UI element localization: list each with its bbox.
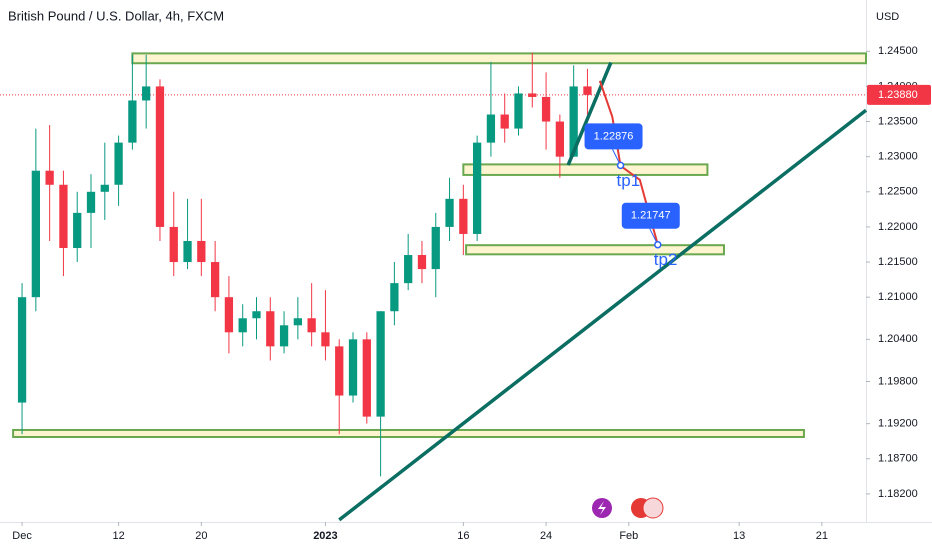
candle-body xyxy=(197,240,206,263)
x-tick-label: 21 xyxy=(816,530,828,542)
x-tick-label: 13 xyxy=(733,530,745,542)
candle-body xyxy=(569,86,578,157)
candle-body xyxy=(445,198,454,227)
candle-body xyxy=(348,339,358,396)
candle-body xyxy=(224,297,234,333)
candle-body xyxy=(266,311,275,347)
plot-area: 1.22876 tp1 1.21747 tp2 xyxy=(0,52,868,522)
chart-title: British Pound / U.S. Dollar, 4h, FXCM xyxy=(8,8,224,23)
candle-body xyxy=(417,255,427,270)
callout-label: 1.22876 xyxy=(594,130,634,142)
candle-body xyxy=(376,311,385,417)
target-point xyxy=(654,240,662,249)
y-tick-label: 1.19200 xyxy=(878,418,918,430)
candle-body xyxy=(321,332,330,347)
x-tick-label: 20 xyxy=(195,530,207,542)
candle-body xyxy=(431,226,440,270)
trend-line xyxy=(566,61,613,166)
candle-body xyxy=(279,325,289,347)
candle-body xyxy=(459,198,468,234)
callout-box xyxy=(584,123,643,150)
candle-body xyxy=(252,311,261,319)
candle-body xyxy=(528,93,537,97)
y-tick-label: 1.21500 xyxy=(878,256,918,268)
candle-body xyxy=(17,297,27,403)
callout-label: 1.21747 xyxy=(631,210,671,222)
candle-body xyxy=(335,346,344,396)
zone xyxy=(465,244,725,256)
y-tick-label: 1.18700 xyxy=(878,453,918,465)
candle-body xyxy=(390,283,399,312)
candle-body xyxy=(169,226,178,263)
zone xyxy=(131,52,868,65)
callout-box xyxy=(621,202,680,229)
candle-body xyxy=(238,318,247,333)
candle-body xyxy=(100,184,109,192)
candle-body xyxy=(472,142,482,234)
candle-body xyxy=(73,212,82,249)
x-tick-label: 12 xyxy=(112,530,124,542)
candle-body xyxy=(142,86,151,101)
x-tick-label: 24 xyxy=(540,530,552,542)
zone xyxy=(12,428,805,438)
last-price-label: 1.23880 xyxy=(878,89,918,101)
x-tick-label: 16 xyxy=(457,530,469,542)
y-tick-label: 1.23500 xyxy=(878,115,918,127)
target-name: tp1 xyxy=(617,171,641,190)
candle-body xyxy=(86,191,96,213)
candle-body xyxy=(114,142,123,185)
candle-body xyxy=(155,86,165,227)
candle-body xyxy=(500,114,509,129)
event-icon-glyph xyxy=(598,501,606,515)
target-name: tp2 xyxy=(654,250,678,269)
trend-line xyxy=(338,108,868,522)
axis-unit: USD xyxy=(876,11,899,23)
candle-body xyxy=(59,184,68,249)
candle-body xyxy=(555,121,565,157)
x-tick-label: 2023 xyxy=(313,530,337,542)
candle-body xyxy=(486,114,496,143)
event-icon[interactable] xyxy=(642,497,664,519)
y-tick-label: 1.20400 xyxy=(878,333,918,345)
y-tick-label: 1.19800 xyxy=(878,375,918,387)
y-tick-label: 1.18200 xyxy=(878,488,918,500)
target-point xyxy=(616,161,625,170)
x-tick-label: Dec xyxy=(12,530,32,542)
candle-body xyxy=(128,100,137,143)
candle-body xyxy=(31,170,40,298)
candle-body xyxy=(514,93,523,129)
candle-body xyxy=(183,240,192,263)
candle-body xyxy=(541,96,551,122)
zone xyxy=(462,163,709,176)
candle-body xyxy=(362,339,371,417)
last-price-box xyxy=(867,84,931,105)
y-tick-label: 1.22500 xyxy=(878,186,918,198)
y-tick-label: 1.24500 xyxy=(878,45,918,57)
candle-body xyxy=(404,255,413,284)
y-tick-label: 1.22000 xyxy=(878,221,918,233)
candle-body xyxy=(210,262,220,298)
candle-body xyxy=(293,318,302,326)
y-tick-label: 1.23000 xyxy=(878,151,918,163)
y-tick-label: 1.21000 xyxy=(878,291,918,303)
candle-body xyxy=(45,170,54,185)
x-tick-label: Feb xyxy=(619,530,638,542)
candle-body xyxy=(583,86,592,95)
candle-body xyxy=(307,318,316,333)
